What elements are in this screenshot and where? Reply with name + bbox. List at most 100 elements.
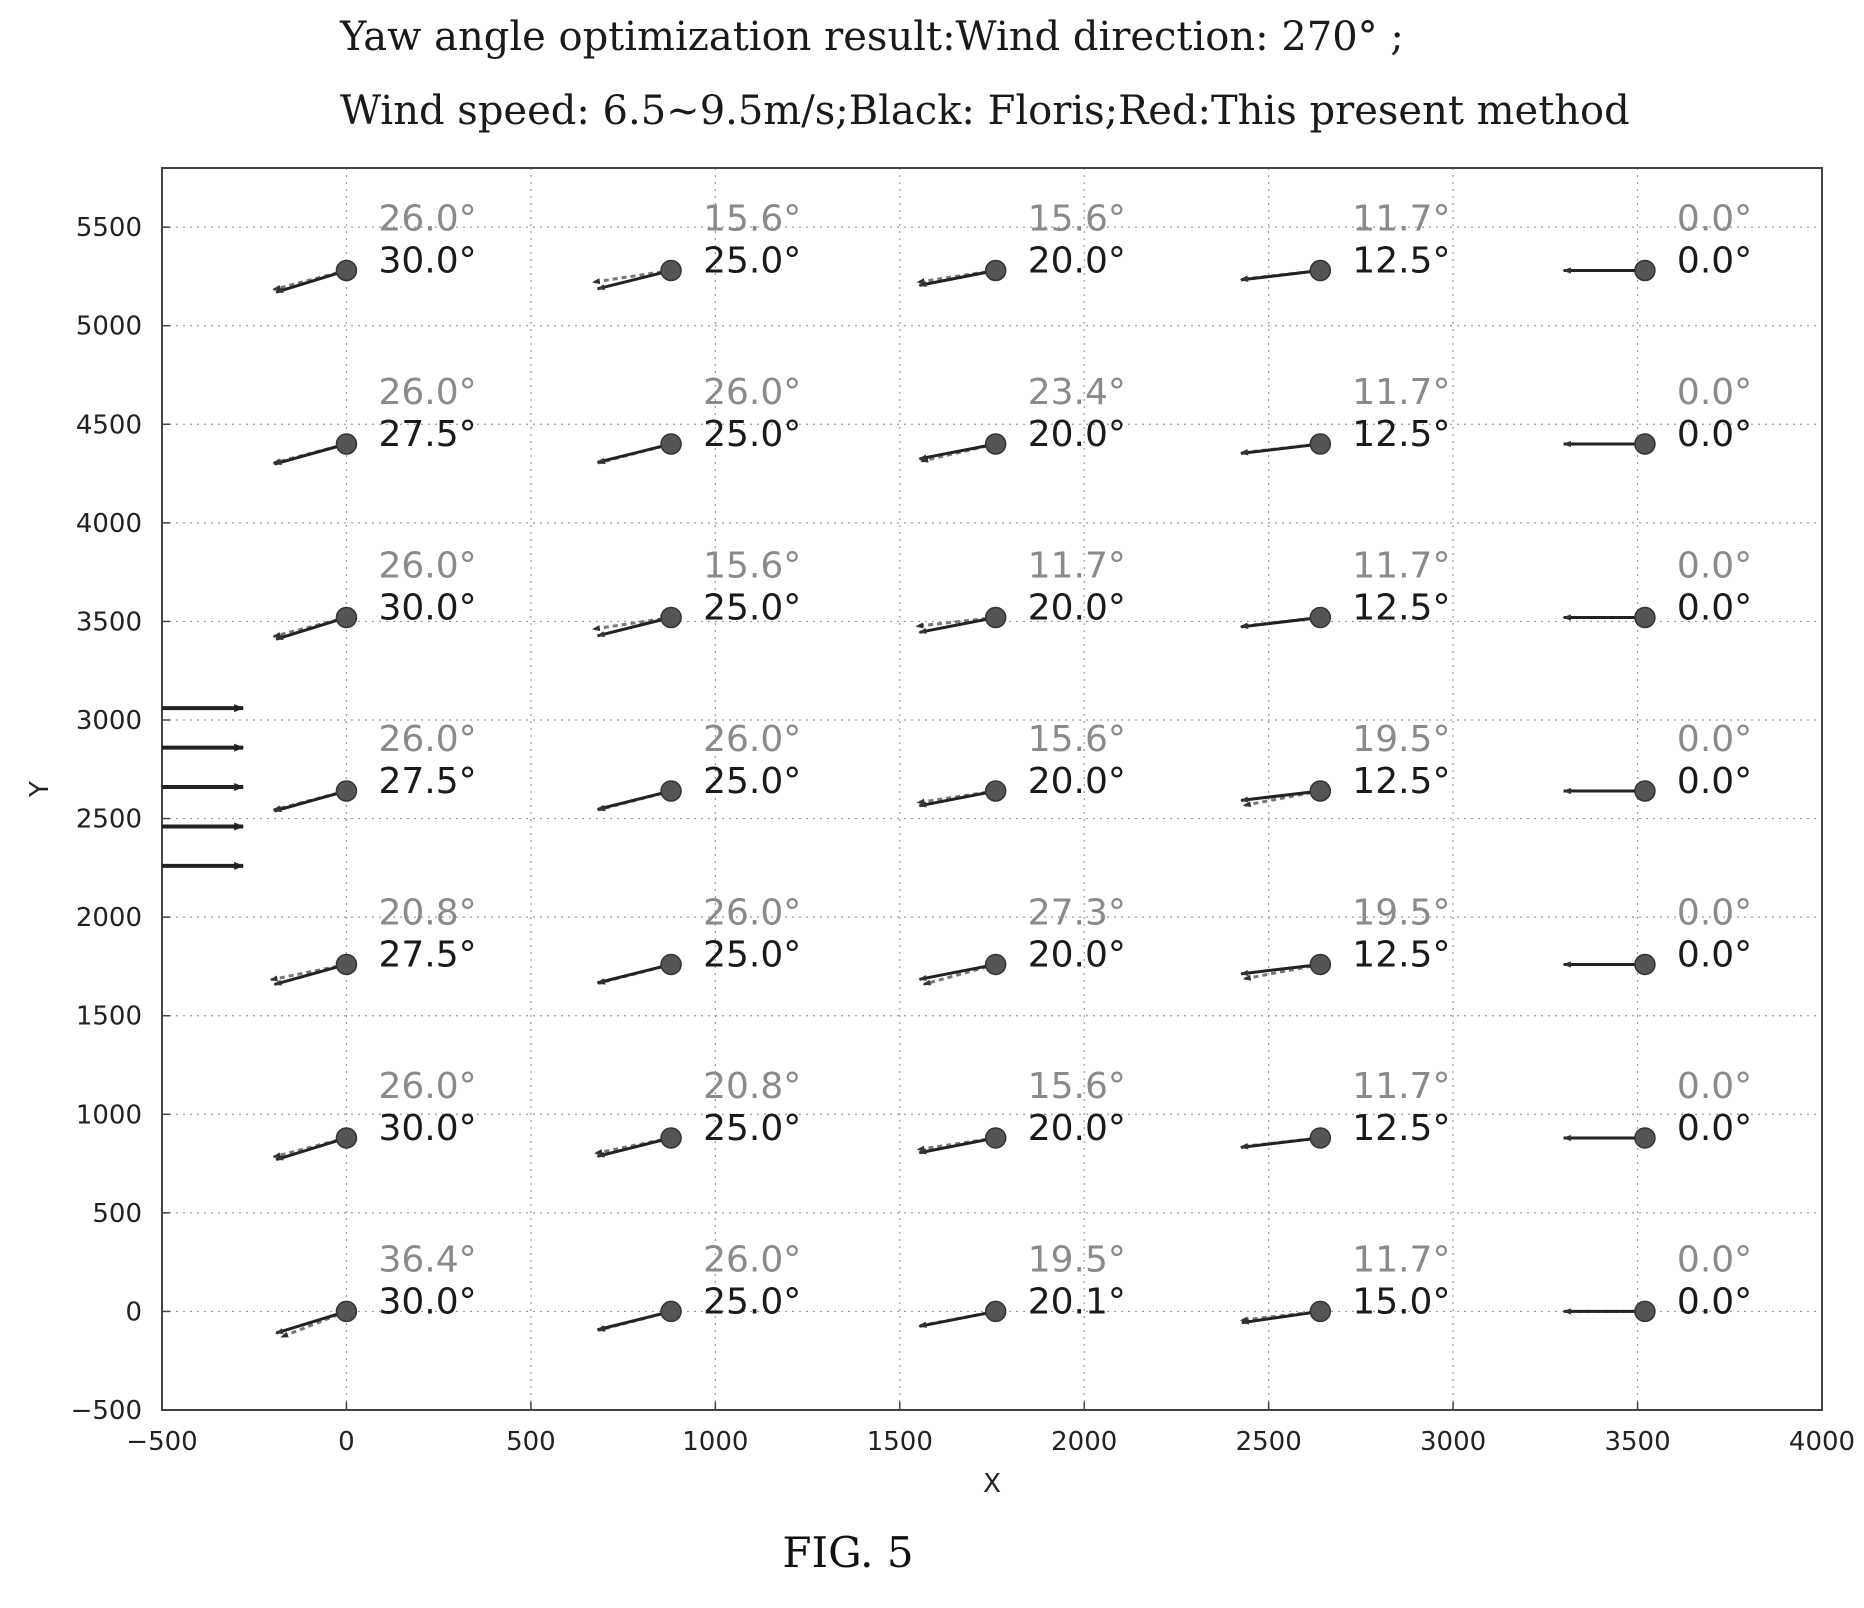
y-axis-label: Y <box>25 781 55 798</box>
floris-yaw-label: 19.5° <box>1352 892 1450 933</box>
method-yaw-line <box>1240 269 1321 283</box>
x-tick-label: 1500 <box>867 1427 933 1457</box>
x-tick-label: 500 <box>506 1427 556 1457</box>
turbine-marker <box>984 606 1007 629</box>
turbine-marker <box>1309 606 1332 629</box>
method-yaw-label: 12.5° <box>1352 414 1450 455</box>
method-yaw-label: 25.0° <box>703 761 801 802</box>
floris-yaw-label: 26.0° <box>378 199 476 240</box>
turbine-marker <box>335 259 358 282</box>
method-yaw-label: 0.0° <box>1677 241 1752 282</box>
floris-yaw-label: 0.0° <box>1677 372 1752 413</box>
y-tick-label: 2000 <box>76 903 142 933</box>
floris-yaw-label: 26.0° <box>703 1239 801 1280</box>
method-yaw-label: 25.0° <box>703 241 801 282</box>
method-yaw-line <box>918 616 996 634</box>
method-yaw-line <box>918 1136 996 1155</box>
method-yaw-label: 25.0° <box>703 414 801 455</box>
floris-yaw-label: 20.8° <box>703 1066 801 1107</box>
y-tick-label: 0 <box>125 1297 142 1327</box>
x-tick-label: 3500 <box>1604 1427 1670 1457</box>
method-yaw-label: 25.0° <box>703 587 801 628</box>
method-yaw-label: 0.0° <box>1677 1281 1752 1322</box>
turbine-marker <box>1309 1300 1332 1323</box>
method-yaw-label: 12.5° <box>1352 761 1450 802</box>
turbine-marker <box>660 606 682 629</box>
method-yaw-line <box>918 1309 996 1328</box>
turbine-marker <box>335 606 358 629</box>
method-yaw-label: 27.5° <box>378 761 476 802</box>
method-yaw-line <box>273 442 347 466</box>
turbines <box>269 259 1656 1339</box>
floris-yaw-label: 11.7° <box>1352 1239 1450 1280</box>
floris-yaw-label: 15.6° <box>1028 1066 1126 1107</box>
method-yaw-line <box>596 1136 672 1158</box>
method-yaw-label: 0.0° <box>1677 934 1752 975</box>
method-yaw-line <box>275 616 347 641</box>
floris-yaw-label: 11.7° <box>1352 199 1450 240</box>
turbine-marker <box>660 259 682 282</box>
method-yaw-label: 30.0° <box>378 241 476 282</box>
turbine-marker <box>660 953 682 976</box>
method-yaw-label: 20.1° <box>1028 1281 1126 1322</box>
y-tick-label: 4000 <box>76 509 142 539</box>
floris-yaw-label: 0.0° <box>1677 199 1752 240</box>
method-yaw-label: 25.0° <box>703 1281 801 1322</box>
floris-yaw-label: 11.7° <box>1352 545 1450 586</box>
method-yaw-line <box>596 789 672 811</box>
turbine-marker <box>335 433 358 455</box>
turbine-marker <box>1309 953 1332 976</box>
method-yaw-line <box>275 1309 347 1335</box>
method-yaw-label: 30.0° <box>378 1281 476 1322</box>
chart-title-line-1: Yaw angle optimization result:Wind direc… <box>340 14 1404 60</box>
axis-ticks: −500 0 500 1000 1500 2000 2500 3000 3500 4000 −500… <box>71 213 1856 1457</box>
method-yaw-label: 15.0° <box>1352 1281 1450 1322</box>
method-yaw-label: 20.0° <box>1028 414 1126 455</box>
x-tick-label: 2000 <box>1051 1427 1117 1457</box>
turbine-marker <box>1634 1300 1656 1323</box>
floris-yaw-label: 0.0° <box>1677 1066 1752 1107</box>
floris-yaw-label: 0.0° <box>1677 1239 1752 1280</box>
floris-yaw-label: 36.4° <box>378 1239 476 1280</box>
method-yaw-line <box>918 442 996 461</box>
method-yaw-label: 30.0° <box>378 587 476 628</box>
floris-yaw-label: 19.5° <box>1352 719 1450 760</box>
y-tick-label: 4500 <box>76 410 142 440</box>
method-yaw-line <box>275 1136 347 1162</box>
wind-direction-arrows <box>162 704 245 870</box>
method-yaw-line <box>596 1309 672 1332</box>
turbine-marker <box>660 780 682 802</box>
method-yaw-label: 30.0° <box>378 1108 476 1149</box>
method-yaw-label: 12.5° <box>1352 934 1450 975</box>
turbine-marker <box>335 953 358 976</box>
method-yaw-label: 0.0° <box>1677 761 1752 802</box>
turbine-marker <box>660 1127 682 1149</box>
method-yaw-line <box>596 269 672 291</box>
turbine-marker <box>984 433 1007 455</box>
method-yaw-label: 25.0° <box>703 934 801 975</box>
method-yaw-label: 12.5° <box>1352 1108 1450 1149</box>
y-tick-label: −500 <box>71 1396 142 1426</box>
floris-yaw-label: 26.0° <box>378 372 476 413</box>
method-yaw-line <box>596 442 672 464</box>
floris-yaw-label: 11.7° <box>1352 372 1450 413</box>
floris-yaw-label: 11.7° <box>1352 1066 1450 1107</box>
floris-yaw-label: 15.6° <box>703 545 801 586</box>
floris-yaw-label: 15.6° <box>1028 199 1126 240</box>
y-tick-label: 1000 <box>76 1100 142 1130</box>
method-yaw-line <box>918 269 996 287</box>
method-yaw-label: 12.5° <box>1352 587 1450 628</box>
method-yaw-line <box>918 789 996 808</box>
y-tick-label: 3000 <box>76 706 142 736</box>
floris-yaw-label: 19.5° <box>1028 1239 1126 1280</box>
method-yaw-label: 0.0° <box>1677 1108 1752 1149</box>
method-yaw-label: 12.5° <box>1352 241 1450 282</box>
method-yaw-label: 27.5° <box>378 934 476 975</box>
method-yaw-line <box>596 963 672 985</box>
floris-yaw-label: 0.0° <box>1677 719 1752 760</box>
floris-yaw-label: 26.0° <box>378 545 476 586</box>
floris-yaw-label: 26.0° <box>703 892 801 933</box>
method-yaw-label: 20.0° <box>1028 587 1126 628</box>
turbine-marker <box>1634 1127 1656 1149</box>
